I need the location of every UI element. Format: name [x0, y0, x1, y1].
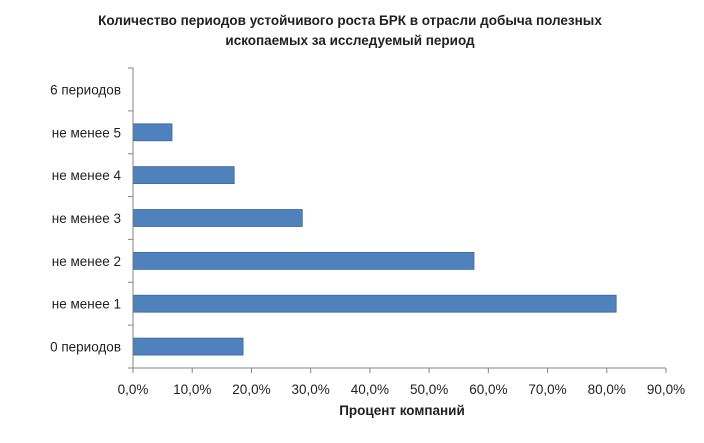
- x-tick-label-8: 80,0%: [588, 382, 626, 397]
- chart-title: Количество периодов устойчивого роста БР…: [98, 13, 602, 48]
- x-axis-title: Процент компаний: [339, 403, 465, 418]
- bar-5: [133, 294, 617, 313]
- x-tick-label-7: 70,0%: [528, 382, 566, 397]
- bar-6: [133, 337, 244, 356]
- category-label-4: не менее 2: [52, 254, 121, 269]
- x-tick-label-9: 90,0%: [647, 382, 685, 397]
- bar-4: [133, 251, 475, 270]
- x-tick-label-3: 30,0%: [292, 382, 330, 397]
- bar-2: [133, 166, 235, 185]
- chart-title-line-2: ископаемых за исследуемый период: [225, 33, 475, 48]
- chart-title-line-1: Количество периодов устойчивого роста БР…: [98, 13, 602, 28]
- category-label-0: 6 периодов: [50, 82, 121, 97]
- plot-area: 6 периодов не менее 5 не менее 4 не менее 3…: [50, 67, 685, 397]
- x-tick-label-5: 50,0%: [410, 382, 448, 397]
- category-label-6: 0 периодов: [50, 340, 121, 355]
- x-tick-label-2: 20,0%: [232, 382, 270, 397]
- x-tick-label-0: 0,0%: [118, 382, 149, 397]
- x-tick-label-4: 40,0%: [351, 382, 389, 397]
- bar-3: [133, 209, 303, 227]
- x-tick-label-6: 60,0%: [469, 382, 507, 397]
- bar-1: [133, 123, 173, 142]
- x-tick-label-1: 10,0%: [173, 382, 211, 397]
- category-label-3: не менее 3: [52, 211, 121, 226]
- category-label-1: не менее 5: [52, 125, 121, 140]
- category-label-5: не менее 1: [52, 297, 121, 312]
- category-label-2: не менее 4: [52, 168, 122, 183]
